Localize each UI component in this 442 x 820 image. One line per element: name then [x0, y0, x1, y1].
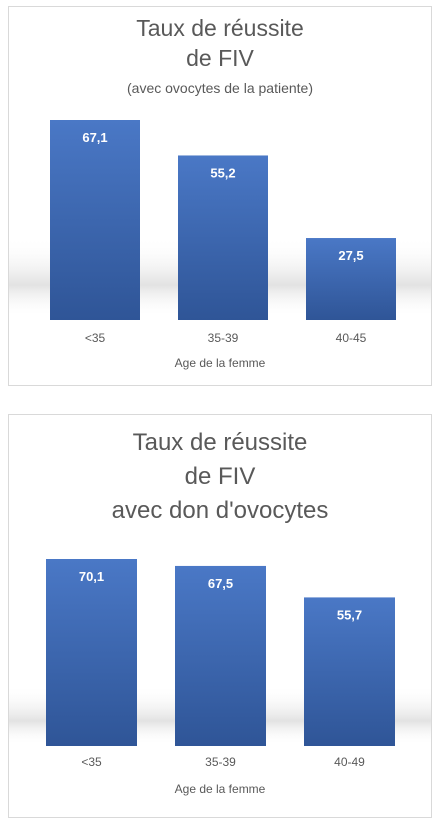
bar-40-45 [306, 238, 396, 320]
data-label: 27,5 [338, 248, 363, 263]
chart-title-line3: avec don d'ovocytes [111, 497, 329, 524]
x-tick-label: 40-45 [336, 331, 367, 345]
chart-title: Taux de réussite [132, 429, 308, 456]
data-label: 55,2 [210, 165, 235, 180]
bar-<35 [50, 120, 140, 320]
x-axis-title: Age de la femme [174, 356, 266, 370]
chart-panel-patient-oocytes: Taux de réussite de FIV (avec ovocytes d… [8, 6, 432, 386]
chart-panel-donor-oocytes: Taux de réussite de FIV avec don d'ovocy… [8, 414, 432, 818]
bar-chart-donor-oocytes: 70,1 <35 67,5 35-39 55,7 40-49 [9, 559, 431, 769]
x-tick-label: 35-39 [205, 755, 236, 769]
x-tick-label: <35 [85, 331, 106, 345]
chart-subtitle: (avec ovocytes de la patiente) [127, 80, 313, 96]
chart-title: Taux de réussite [136, 15, 304, 41]
data-label: 70,1 [79, 569, 104, 584]
bar-35-39 [178, 155, 268, 320]
x-axis-title: Age de la femme [174, 782, 266, 796]
data-label: 67,1 [82, 130, 107, 145]
bar-chart-patient-oocytes: 67,1 <35 55,2 35-39 27,5 40-45 [9, 120, 431, 345]
x-tick-label: 40-49 [334, 755, 365, 769]
x-tick-label: <35 [81, 755, 102, 769]
chart-title-line2: de FIV [186, 45, 254, 71]
data-label: 55,7 [337, 607, 362, 622]
x-tick-label: 35-39 [208, 331, 239, 345]
data-label: 67,5 [208, 576, 233, 591]
bar-40-49 [304, 597, 395, 746]
bar-35-39 [175, 565, 266, 746]
bar-<35 [46, 559, 137, 746]
chart-title-line2: de FIV [184, 463, 256, 490]
